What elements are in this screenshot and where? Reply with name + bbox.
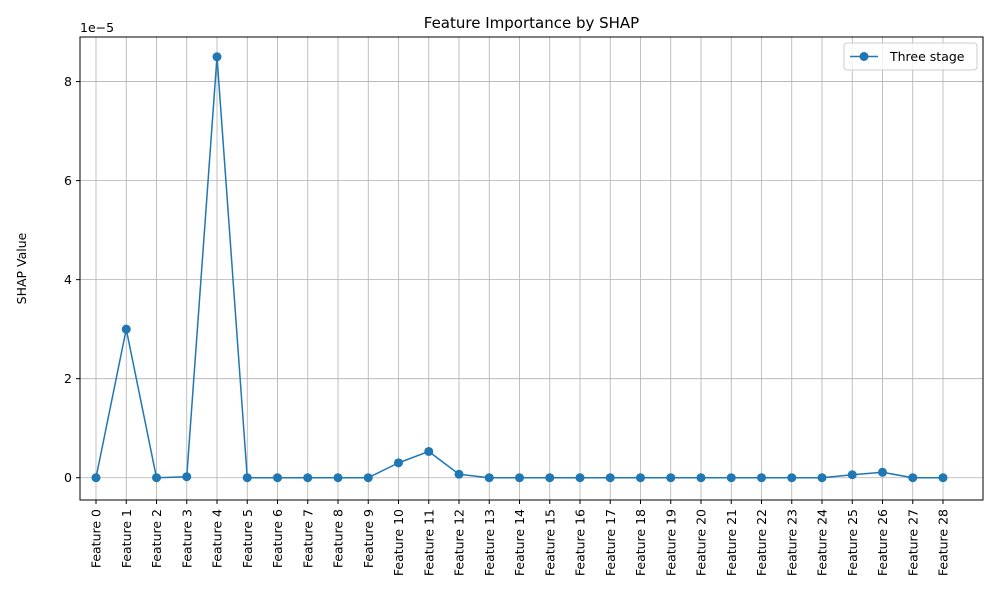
x-tick-label: Feature 25	[845, 509, 860, 576]
data-point	[908, 473, 918, 483]
data-point	[484, 473, 494, 483]
y-tick-label: 8	[64, 74, 72, 89]
x-tick-label: Feature 7	[300, 509, 315, 568]
x-tick-label: Feature 10	[391, 509, 406, 576]
data-point	[454, 469, 464, 479]
data-point	[91, 473, 101, 483]
x-tick-label: Feature 20	[694, 509, 709, 576]
ticks: Feature 0 Feature 1 Feature 2 Feature 3 Feat…	[64, 74, 950, 576]
data-point	[726, 473, 736, 483]
data-point	[515, 473, 524, 483]
data-point	[757, 473, 766, 483]
x-tick-label: Feature 13	[482, 509, 497, 576]
chart-title: Feature Importance by SHAP	[424, 14, 639, 32]
data-point	[938, 473, 948, 483]
x-tick-label: Feature 21	[724, 509, 739, 576]
data-point	[666, 473, 676, 483]
data-point	[152, 473, 161, 483]
x-tick-label: Feature 17	[603, 509, 618, 576]
x-tick-label: Feature 18	[633, 509, 648, 576]
data-point	[121, 324, 131, 334]
x-tick-label: Feature 3	[179, 509, 194, 568]
legend-entry-three-stage: Three stage	[889, 49, 965, 64]
legend-dot-marker	[859, 52, 869, 61]
data-point	[182, 472, 192, 482]
grid	[80, 37, 983, 500]
x-tick-label: Feature 9	[361, 509, 376, 568]
series-layer	[91, 52, 948, 483]
data-point	[605, 473, 615, 483]
y-tick-label: 0	[64, 470, 72, 485]
data-point	[636, 473, 645, 483]
data-point	[545, 473, 555, 483]
x-tick-label: Feature 22	[754, 509, 769, 576]
x-tick-label: Feature 11	[421, 509, 436, 576]
data-point	[333, 473, 343, 483]
data-point	[847, 470, 857, 480]
x-tick-label: Feature 0	[89, 509, 104, 568]
data-point	[394, 458, 403, 468]
x-tick-label: Feature 5	[240, 509, 255, 568]
y-axis-offset-label: 1e−5	[80, 20, 114, 35]
x-tick-label: Feature 23	[784, 509, 799, 576]
data-point	[696, 473, 706, 483]
x-tick-label: Feature 12	[452, 509, 467, 576]
legend: Three stage	[843, 42, 978, 71]
x-tick-label: Feature 1	[119, 509, 134, 568]
x-tick-label: Feature 14	[512, 509, 527, 576]
x-tick-label: Feature 4	[210, 509, 225, 568]
x-tick-label: Feature 27	[905, 509, 920, 576]
y-tick-label: 4	[64, 272, 72, 287]
data-point	[273, 473, 282, 483]
x-tick-label: Feature 6	[270, 509, 285, 568]
x-tick-label: Feature 28	[936, 509, 951, 576]
legend-box	[843, 42, 978, 71]
x-tick-label: Feature 15	[542, 509, 557, 576]
data-point	[303, 473, 313, 483]
data-point	[212, 52, 222, 62]
x-tick-label: Feature 8	[331, 509, 346, 568]
y-axis-label: SHAP Value	[14, 232, 29, 304]
data-point	[787, 473, 797, 483]
data-point	[575, 473, 585, 483]
y-tick-label: 6	[64, 173, 72, 188]
plot-frame	[79, 36, 984, 501]
x-tick-label: Feature 16	[573, 509, 588, 576]
x-tick-label: Feature 19	[663, 509, 678, 576]
data-point	[817, 473, 827, 483]
data-point	[242, 473, 252, 483]
x-tick-label: Feature 2	[149, 509, 164, 568]
x-tick-label: Feature 26	[875, 509, 890, 576]
y-tick-label: 2	[64, 371, 72, 386]
data-point	[363, 473, 373, 483]
x-tick-label: Feature 24	[815, 509, 830, 576]
data-point	[878, 467, 887, 477]
data-point	[424, 446, 434, 456]
